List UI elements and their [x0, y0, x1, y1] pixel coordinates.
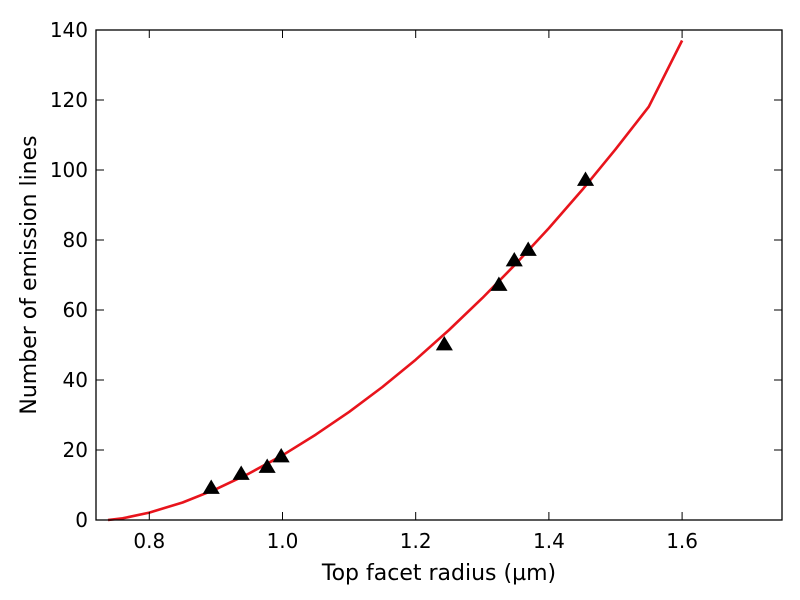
- x-tick-label: 1.6: [666, 529, 698, 553]
- y-tick-label: 140: [50, 18, 88, 42]
- x-tick-label: 1.2: [400, 529, 432, 553]
- y-tick-label: 120: [50, 88, 88, 112]
- data-point-triangle: [490, 276, 508, 291]
- y-tick-label: 0: [75, 508, 88, 532]
- y-axis: 0 20 40 60 80 100 120 140: [50, 18, 782, 532]
- plot-area: [107, 39, 684, 522]
- y-axis-label: Number of emission lines: [17, 135, 42, 414]
- y-tick-label: 40: [63, 368, 88, 392]
- x-tick-label: 0.8: [133, 529, 165, 553]
- data-point-triangle: [272, 448, 290, 463]
- data-point-triangle: [577, 171, 595, 186]
- data-point-triangle: [258, 458, 276, 473]
- data-point-triangle: [202, 479, 220, 494]
- data-point-triangle: [232, 465, 250, 480]
- y-tick-label: 20: [63, 438, 88, 462]
- data-point-triangle: [505, 252, 523, 267]
- x-axis-label: Top facet radius (µm): [321, 561, 556, 586]
- fit-curve: [107, 39, 684, 522]
- y-tick-label: 80: [63, 228, 88, 252]
- y-tick-label: 60: [63, 298, 88, 322]
- x-axis: 0.8 1.0 1.2 1.4 1.6: [133, 30, 698, 553]
- x-tick-label: 1.0: [267, 529, 299, 553]
- data-point-triangle: [435, 336, 453, 351]
- y-tick-label: 100: [50, 158, 88, 182]
- data-point-triangle: [519, 241, 537, 256]
- x-tick-label: 1.4: [533, 529, 565, 553]
- plot-frame: [95, 29, 783, 521]
